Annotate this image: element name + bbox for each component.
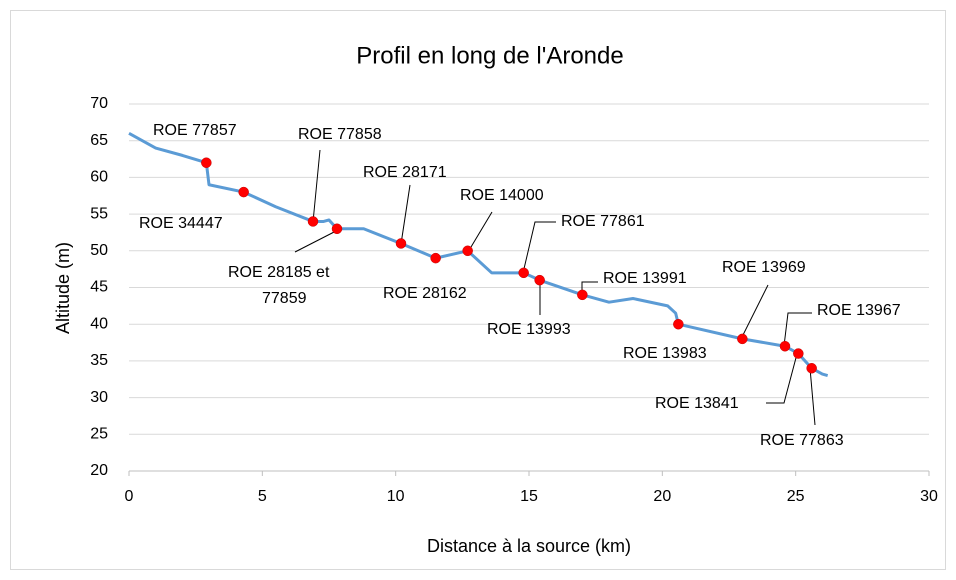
point-label: ROE 14000: [460, 187, 544, 204]
leader-line: [294, 229, 339, 253]
point: [737, 333, 748, 345]
point-label: ROE 13841: [655, 395, 739, 412]
profile-line: [128, 132, 829, 378]
y-tick-label: 60: [90, 169, 108, 186]
leader-line: [400, 184, 411, 245]
y-axis-label: Altitude (m): [53, 242, 73, 334]
x-tick-label: 15: [520, 488, 538, 505]
point: [673, 318, 684, 330]
point-label: ROE 13991: [603, 270, 687, 287]
point: [806, 362, 817, 374]
point: [779, 340, 791, 352]
chart-frame: [10, 10, 946, 570]
point-label: ROE 13969: [722, 259, 806, 276]
point-label: ROE 28185 et: [228, 264, 330, 281]
leader-line: [809, 367, 816, 426]
y-tick-label: 40: [90, 315, 108, 332]
x-tick-label: 0: [125, 488, 134, 505]
point-label: ROE 28162: [383, 285, 467, 302]
chart-title: Profil en long de l'Aronde: [356, 42, 623, 69]
point-label: ROE 13983: [623, 345, 707, 362]
x-tick-label: 25: [787, 488, 805, 505]
x-tick-label: 30: [920, 488, 938, 505]
x-axis-label: Distance à la source (km): [427, 536, 631, 556]
point-label: ROE 34447: [139, 215, 223, 232]
point: [793, 348, 804, 359]
y-tick-label: 65: [90, 132, 108, 149]
leader-line: [783, 312, 812, 347]
x-tick-label: 20: [653, 488, 671, 505]
point: [238, 186, 249, 198]
point: [307, 216, 319, 227]
y-tick-label: 20: [90, 462, 108, 479]
point: [201, 157, 212, 168]
leader-line: [740, 284, 769, 340]
point: [518, 267, 529, 279]
leader-line: [766, 353, 798, 404]
point-label: 77859: [262, 290, 307, 307]
leader-line: [312, 149, 321, 223]
point: [430, 252, 441, 264]
point: [395, 238, 407, 249]
point-label: ROE 77863: [760, 432, 844, 449]
point: [331, 223, 343, 235]
point-label: ROE 13967: [817, 302, 901, 319]
point: [462, 245, 473, 257]
y-tick-label: 30: [90, 389, 108, 406]
y-tick-label: 50: [90, 242, 108, 259]
point-label: ROE 77857: [153, 122, 237, 139]
y-tick-label: 45: [90, 279, 108, 296]
point-label: ROE 28171: [363, 164, 447, 181]
point-label: ROE 77858: [298, 126, 382, 143]
leader-line: [467, 211, 493, 253]
point-label: ROE 13993: [487, 321, 571, 338]
y-tick-label: 70: [90, 95, 108, 112]
point: [577, 289, 588, 301]
y-tick-label: 25: [90, 426, 108, 443]
y-tick-label: 55: [90, 205, 108, 222]
point: [534, 274, 545, 286]
point-label: ROE 77861: [561, 213, 645, 230]
x-tick-label: 5: [258, 488, 267, 505]
y-tick-label: 35: [90, 352, 108, 369]
x-tick-label: 10: [387, 488, 405, 505]
leader-line: [522, 221, 556, 274]
